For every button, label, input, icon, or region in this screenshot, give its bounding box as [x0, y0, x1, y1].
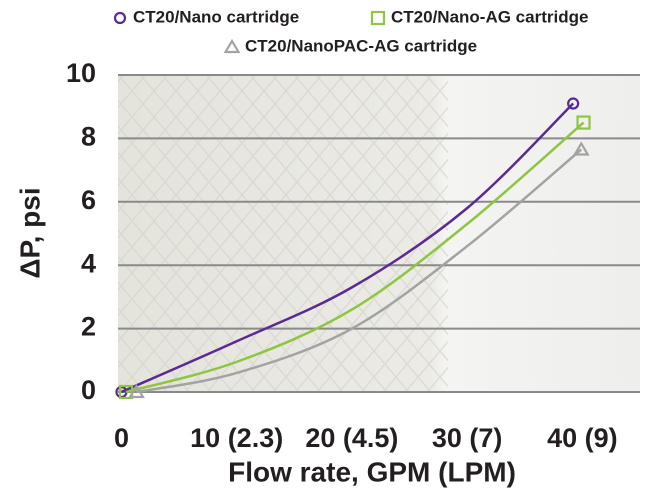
marker [128, 383, 145, 399]
series-line [136, 148, 583, 394]
series-line [125, 121, 585, 394]
y-tick-label: 0 [81, 375, 96, 405]
x-tick-label: 0 [114, 423, 129, 453]
x-tick-label: 40 (9) [547, 423, 618, 453]
x-tick-label: 30 (7) [432, 423, 503, 453]
legend-label: CT20/NanoPAC-AG cartridge [245, 36, 477, 55]
plot-texture [118, 75, 448, 392]
y-tick-label: 2 [81, 312, 96, 342]
x-axis-label: Flow rate, GPM (LPM) [228, 456, 516, 487]
marker [113, 11, 127, 25]
y-tick-label: 4 [81, 248, 96, 278]
y-axis-label: ΔP, psi [14, 187, 45, 278]
y-tick-label: 8 [81, 122, 96, 152]
marker [576, 115, 591, 130]
series-line [120, 102, 575, 394]
legend-label: CT20/Nano cartridge [133, 7, 299, 26]
marker [567, 97, 580, 110]
marker [223, 38, 241, 54]
x-tick-label: 10 (2.3) [190, 423, 283, 453]
x-tick-label: 20 (4.5) [305, 423, 398, 453]
marker [572, 141, 590, 156]
y-tick-label: 10 [66, 58, 96, 88]
y-tick-label: 6 [81, 185, 96, 215]
legend-label: CT20/Nano-AG cartridge [391, 7, 588, 26]
marker [370, 10, 386, 26]
